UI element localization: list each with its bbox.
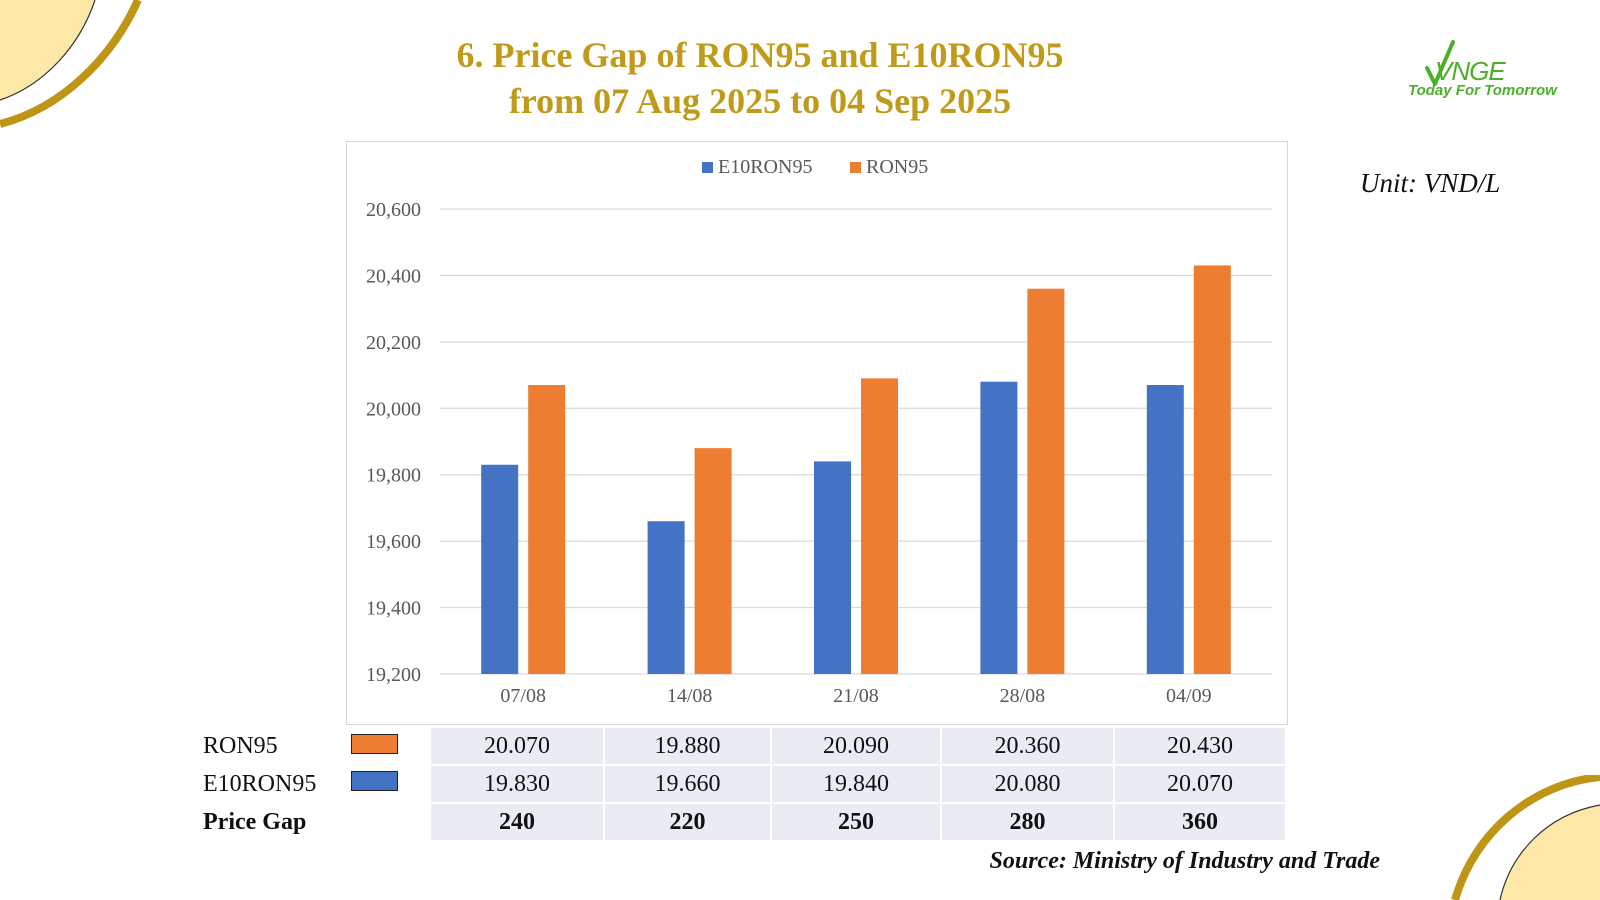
legend-swatch-ron95	[850, 162, 861, 173]
table-cell: 20.070	[429, 728, 605, 766]
x-tick-label: 14/08	[667, 685, 713, 707]
corner-decoration-top-left	[0, 0, 142, 128]
x-tick-label: 28/08	[1000, 685, 1046, 707]
row-label: Price Gap	[203, 808, 307, 835]
vnge-logo: VNGE	[1425, 40, 1507, 86]
y-tick-label: 19,200	[366, 664, 421, 686]
table-cell: 19.830	[429, 765, 605, 804]
y-tick-label: 19,800	[366, 465, 421, 487]
table-cell: 240	[429, 803, 605, 842]
y-tick-label: 20,400	[366, 265, 421, 287]
table-cell: 220	[603, 803, 772, 842]
bar-ron95-4	[1193, 265, 1231, 674]
slide-title-line1: 6. Price Gap of RON95 and E10RON95	[456, 35, 1064, 75]
table-cell: 280	[940, 803, 1115, 842]
legend-swatch-e10ron95	[702, 162, 713, 173]
bar-e10ron95-0	[481, 464, 519, 674]
logo-tagline: Today For Tomorrow	[1408, 82, 1557, 99]
row-label: RON95	[203, 728, 430, 765]
y-tick-label: 20,200	[366, 332, 421, 354]
table-cell: 19.880	[603, 728, 772, 766]
bar-ron95-3	[1027, 288, 1065, 674]
row-color-swatch	[351, 771, 398, 791]
x-tick-label: 04/09	[1166, 685, 1212, 707]
table-row: RON95 20.070 19.880 20.090 20.360 20.430	[203, 728, 1287, 766]
corner-decoration-bottom-right	[1451, 775, 1600, 900]
slide-title-line2: from 07 Aug 2025 to 04 Sep 2025	[508, 81, 1012, 121]
table-cell: 360	[1113, 803, 1287, 842]
chart-area: 19,200 19,400 19,600 19,800 20,000 20,200 20,4…	[346, 141, 1288, 725]
table-row: Price Gap 240 220 250 280 360	[203, 803, 1287, 842]
table-cell: 20.070	[1113, 765, 1287, 804]
table-row: E10RON95 19.830 19.660 19.840 20.080 20.070	[203, 765, 1287, 804]
bar-ron95-1	[694, 448, 732, 674]
bar-e10ron95-1	[647, 521, 685, 674]
y-tick-label: 19,600	[366, 531, 421, 553]
table-cell: 19.840	[770, 765, 942, 804]
x-tick-label: 21/08	[833, 685, 879, 707]
row-label: E10RON95	[203, 765, 430, 803]
logo-wordmark: VNGE	[1435, 56, 1506, 86]
slide-title: 6. Price Gap of RON95 and E10RON95 from …	[250, 32, 1270, 124]
x-tick-label: 07/08	[500, 685, 546, 707]
bar-ron95-0	[528, 385, 566, 674]
source-note: Source: Ministry of Industry and Trade	[989, 848, 1381, 874]
table-cell: 20.080	[940, 765, 1115, 804]
unit-label: Unit: VND/L	[1360, 168, 1501, 198]
bar-e10ron95-2	[814, 461, 851, 674]
legend-label-e10ron95: E10RON95	[718, 156, 812, 178]
bar-e10ron95-3	[980, 381, 1018, 674]
legend-label-ron95: RON95	[866, 156, 928, 178]
bar-e10ron95-4	[1146, 385, 1184, 674]
table-cell: 20.090	[770, 728, 942, 766]
y-tick-label: 19,400	[366, 598, 421, 620]
bar-ron95-2	[861, 378, 898, 674]
y-tick-label: 20,000	[366, 398, 421, 420]
table-cell: 20.430	[1113, 728, 1287, 766]
row-color-swatch	[351, 734, 398, 754]
table-cell: 20.360	[940, 728, 1115, 766]
price-table: RON95 20.070 19.880 20.090 20.360 20.430 E10RO…	[203, 728, 1287, 842]
y-tick-label: 20,600	[366, 199, 421, 221]
table-cell: 19.660	[603, 765, 772, 804]
bar-chart: 19,200 19,400 19,600 19,800 20,000 20,200 20,4…	[366, 156, 1272, 707]
table-cell: 250	[770, 803, 942, 842]
